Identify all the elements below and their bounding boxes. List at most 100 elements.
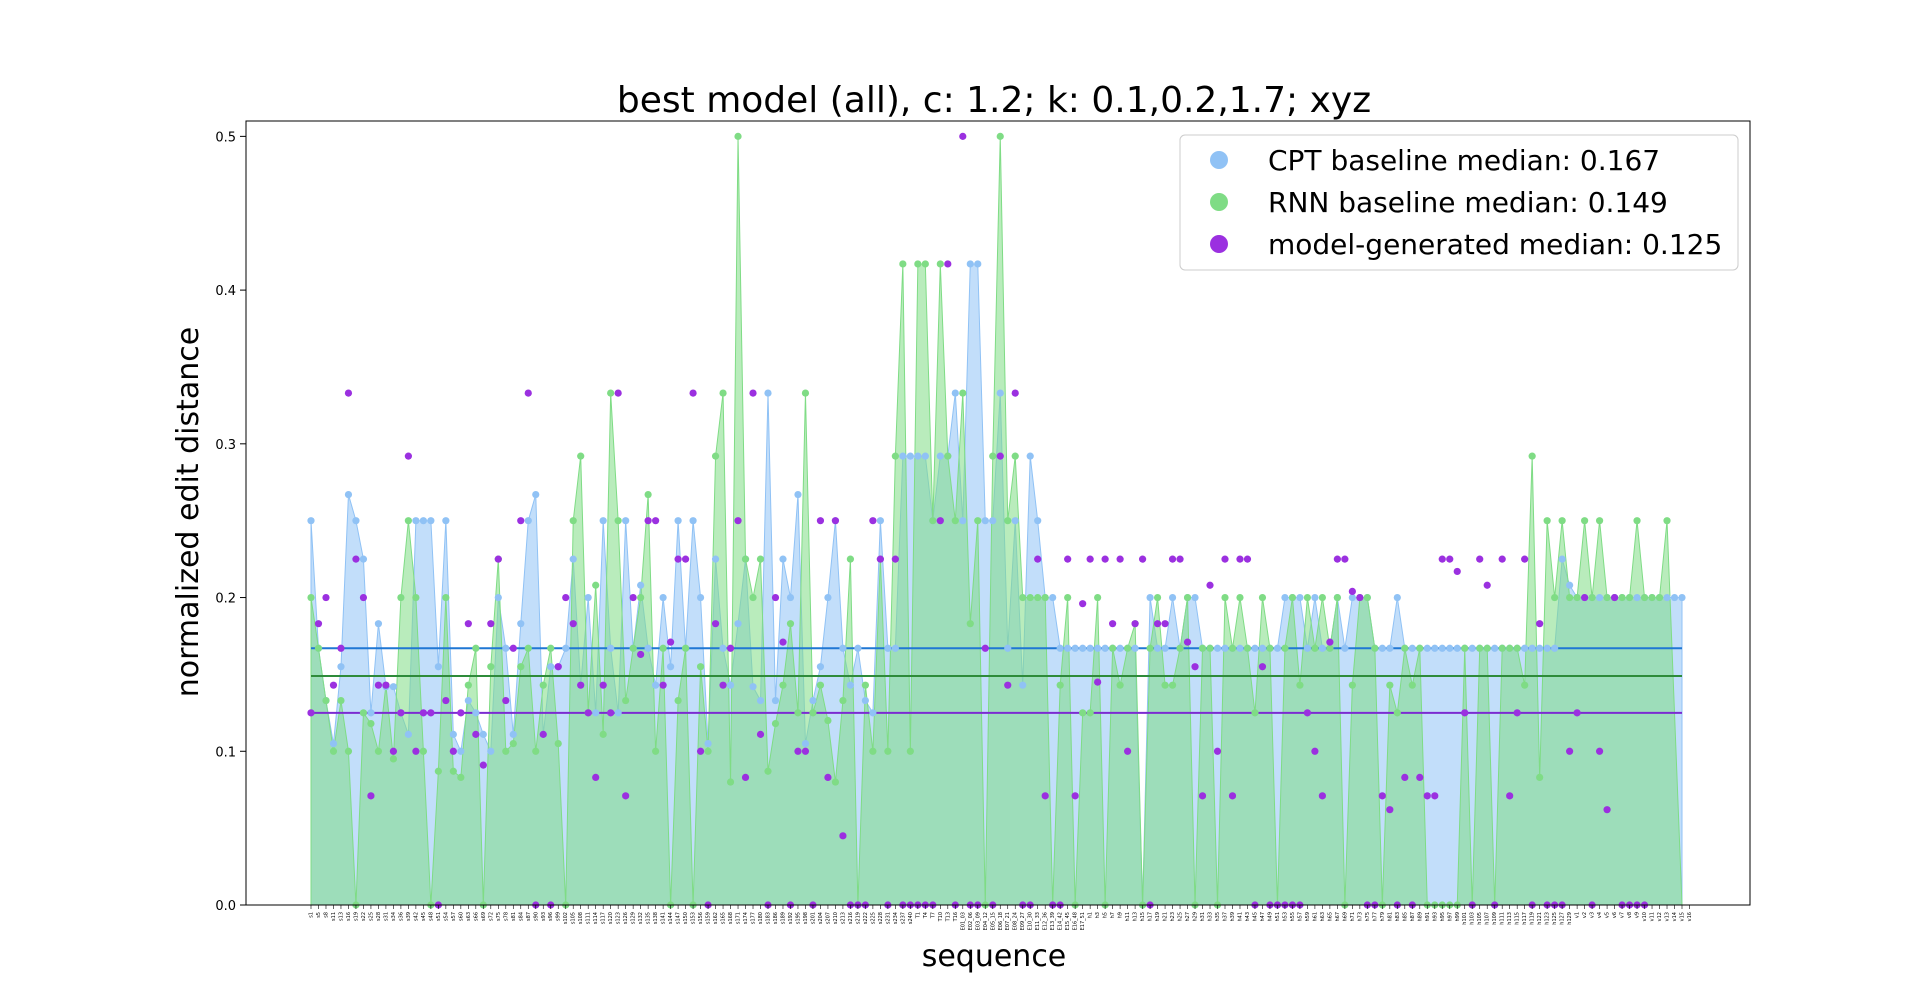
rnn-point — [899, 260, 907, 268]
x-tick-label: s69 — [481, 912, 487, 921]
x-tick-label: s102 — [563, 912, 569, 924]
rnn-point — [1588, 593, 1596, 602]
x-tick-label: s25 — [368, 912, 374, 921]
cpt-point — [1213, 644, 1222, 652]
x-tick-label: v12 — [1657, 912, 1663, 921]
cpt-point — [1258, 644, 1267, 652]
cpt-point — [659, 593, 667, 602]
x-tick-label: s195 — [795, 912, 801, 924]
rnn-point — [801, 389, 810, 397]
cpt-point — [1131, 644, 1139, 652]
rnn-point — [442, 593, 450, 602]
x-tick-label: h115 — [1515, 912, 1521, 925]
cpt-point — [509, 730, 517, 738]
x-tick-label: s144 — [668, 912, 674, 924]
x-tick-label: E16_48 — [1073, 912, 1079, 930]
x-tick-label: s78 — [503, 912, 509, 921]
x-tick-label: s204 — [818, 912, 824, 924]
model-point — [517, 517, 525, 525]
model-point — [1453, 567, 1461, 576]
x-tick-label: s22 — [361, 912, 367, 921]
rnn-point — [1348, 681, 1356, 689]
rnn-point — [524, 644, 532, 652]
model-point — [734, 517, 742, 525]
rnn-point — [1288, 593, 1297, 602]
cpt-point — [1071, 644, 1079, 652]
rnn-point — [554, 739, 562, 748]
model-point — [1595, 747, 1604, 755]
x-tick-label: s186 — [773, 912, 779, 924]
x-tick-label: s234 — [893, 912, 899, 924]
rnn-point — [959, 389, 967, 397]
x-tick-label: s159 — [706, 912, 712, 924]
rnn-point — [472, 644, 480, 652]
cpt-point — [479, 730, 487, 738]
x-tick-label: E03_09 — [975, 912, 981, 930]
x-tick-label: s42 — [413, 912, 419, 921]
x-tick-label: s75 — [496, 912, 502, 921]
rnn-point — [1573, 593, 1581, 602]
x-tick-label: h43 — [1245, 912, 1251, 922]
rnn-point — [577, 452, 585, 460]
model-point — [637, 650, 645, 659]
x-tick-label: s57 — [451, 912, 457, 921]
y-tick-label: 0.5 — [215, 130, 236, 145]
model-point — [1581, 593, 1589, 602]
y-tick-label: 0.4 — [215, 284, 236, 299]
x-tick-label: s228 — [878, 912, 884, 924]
rnn-point — [1153, 593, 1162, 602]
model-point — [891, 555, 899, 563]
cpt-point — [472, 709, 480, 717]
model-point — [1079, 600, 1087, 608]
model-point — [382, 681, 390, 689]
cpt-point — [307, 517, 315, 525]
cpt-point — [1153, 644, 1162, 652]
x-tick-label: E01_03 — [960, 912, 966, 930]
model-point — [607, 709, 615, 717]
model-point — [614, 389, 622, 397]
model-point — [1004, 681, 1012, 689]
rnn-point — [1243, 644, 1252, 652]
x-tick-label: h21 — [1163, 912, 1169, 922]
model-point — [1086, 555, 1094, 563]
model-point — [1536, 620, 1544, 628]
rnn-point — [659, 644, 667, 652]
rnn-point — [1633, 517, 1641, 525]
x-tick-label: s34 — [391, 912, 397, 921]
rnn-point — [419, 747, 427, 755]
model-point — [824, 773, 832, 782]
model-point — [524, 389, 532, 397]
x-tick-label: s177 — [751, 912, 757, 924]
x-tick-label: s165 — [721, 912, 727, 924]
x-tick-label: h99 — [1455, 912, 1461, 922]
rnn-point — [1281, 644, 1289, 652]
rnn-point — [1109, 644, 1117, 652]
x-axis: s1 s5 s8 s11 s13 s16 s19 s22 s25 s28 s31 s34 s36 s39 s… — [309, 905, 1693, 930]
rnn-point — [1326, 644, 1334, 652]
rnn-point — [532, 747, 540, 755]
x-tick-label: h79 — [1380, 912, 1386, 922]
x-tick-label: E17_51 — [1080, 912, 1086, 930]
rnn-point — [397, 593, 405, 602]
x-tick-label: h39 — [1230, 912, 1236, 922]
model-point — [1116, 555, 1124, 563]
cpt-point — [442, 517, 450, 525]
model-point — [322, 593, 330, 602]
cpt-point — [816, 663, 825, 671]
rnn-point — [1371, 644, 1379, 652]
x-tick-label: s60 — [458, 912, 464, 921]
rnn-point — [831, 778, 840, 786]
rnn-point — [1303, 593, 1312, 602]
cpt-point — [764, 389, 772, 397]
model-point — [1131, 620, 1139, 628]
rnn-point — [824, 716, 832, 725]
cpt-point — [584, 593, 592, 602]
x-tick-label: h69 — [1342, 912, 1348, 922]
model-point — [374, 681, 383, 689]
cpt-point — [1101, 644, 1109, 652]
x-tick-label: h107 — [1485, 912, 1491, 925]
x-tick-label: h117 — [1522, 912, 1528, 925]
x-tick-label: v9 — [1635, 912, 1641, 918]
cpt-point — [719, 644, 727, 652]
